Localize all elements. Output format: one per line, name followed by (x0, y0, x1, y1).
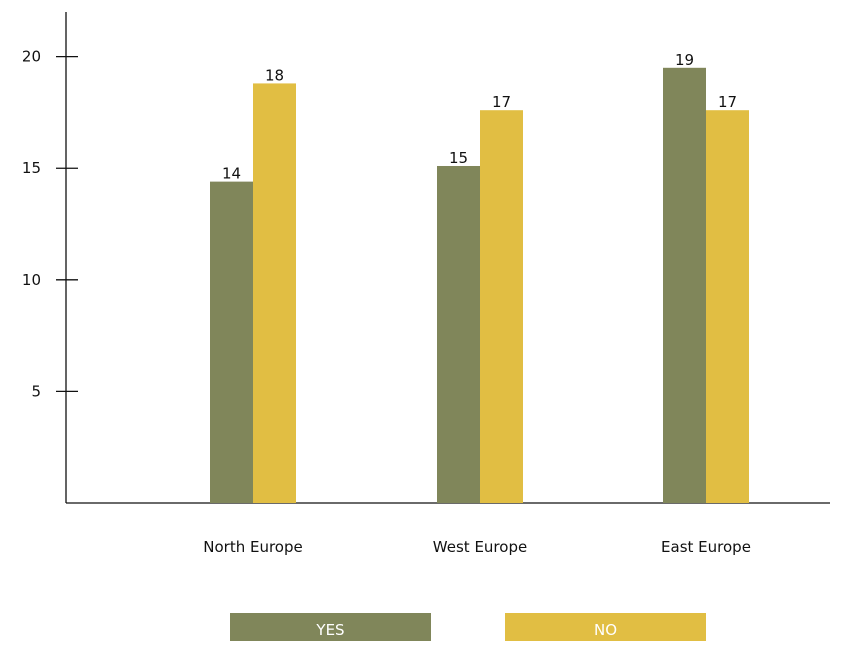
data-label: 17 (718, 93, 737, 111)
bar-yes-0 (210, 181, 253, 504)
x-category-label: West Europe (433, 538, 527, 556)
data-label: 14 (222, 165, 241, 183)
bar-yes-1 (437, 165, 480, 503)
bar-no-0 (253, 83, 296, 503)
data-label: 18 (265, 66, 284, 84)
y-tick-label: 20 (22, 48, 41, 66)
data-label: 17 (492, 93, 511, 111)
y-tick-label: 15 (22, 159, 41, 177)
legend-no: NO (505, 613, 706, 641)
x-category-label: East Europe (661, 538, 751, 556)
bar-yes-2 (663, 67, 706, 503)
data-label: 15 (449, 149, 468, 167)
y-tick-label: 10 (22, 271, 41, 289)
bar-no-2 (706, 110, 749, 503)
data-label: 19 (675, 51, 694, 69)
bar-no-1 (480, 110, 523, 503)
x-category-label: North Europe (203, 538, 302, 556)
legend-yes: YES (230, 613, 431, 641)
y-tick-label: 5 (31, 382, 41, 400)
